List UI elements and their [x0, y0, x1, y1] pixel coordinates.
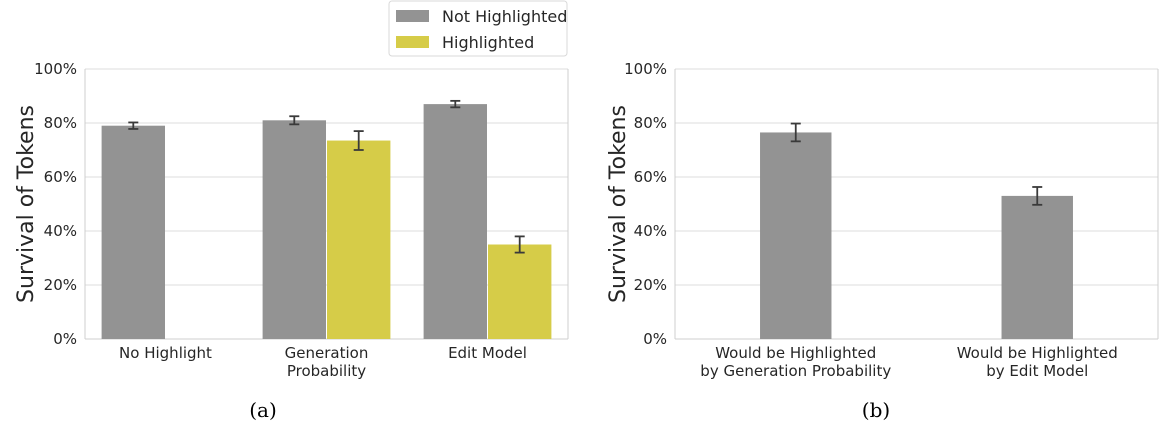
y-tick-label: 80%: [634, 114, 667, 132]
y-tick-label: 60%: [634, 168, 667, 186]
panel-b: 0% 20% 40% 60% 80% 100% Would be Highlighted by…: [606, 60, 1159, 422]
y-tick-label: 0%: [53, 330, 77, 348]
panel-a: 0% 20% 40% 60% 80% 100% No Highlight Generation…: [14, 60, 569, 422]
bar: [262, 120, 326, 339]
legend-label: Highlighted: [442, 33, 534, 52]
legend-swatch: [396, 36, 429, 48]
bar: [488, 244, 552, 339]
bar: [327, 140, 391, 339]
panel-caption: (b): [862, 398, 890, 422]
x-tick-label: Would be Highlighted by Generation Probab…: [700, 344, 891, 380]
legend-label: Not Highlighted: [442, 7, 567, 26]
y-axis-title: Survival of Tokens: [606, 105, 631, 303]
y-axis-title: Survival of Tokens: [14, 105, 39, 303]
legend-swatch: [396, 10, 429, 22]
legend: Not Highlighted Highlighted: [388, 0, 568, 57]
y-tick-label: 100%: [34, 60, 77, 78]
y-tick-label: 20%: [634, 276, 667, 294]
x-tick-label: Would be Highlighted by Edit Model: [957, 344, 1118, 380]
x-tick-label: Generation Probability: [285, 344, 369, 380]
y-tick-label: 60%: [44, 168, 77, 186]
x-tick-label: No Highlight: [119, 344, 212, 362]
legend-box: [388, 0, 568, 57]
y-tick-label: 40%: [634, 222, 667, 240]
bar: [423, 104, 487, 339]
y-tick-label: 40%: [44, 222, 77, 240]
x-tick-label: Edit Model: [448, 344, 527, 362]
y-tick-label: 20%: [44, 276, 77, 294]
y-tick-label: 0%: [643, 330, 667, 348]
y-tick-label: 80%: [44, 114, 77, 132]
bar: [760, 132, 832, 339]
y-tick-label: 100%: [624, 60, 667, 78]
bar: [101, 125, 165, 339]
panel-caption: (a): [249, 398, 277, 422]
bar: [1001, 195, 1073, 339]
